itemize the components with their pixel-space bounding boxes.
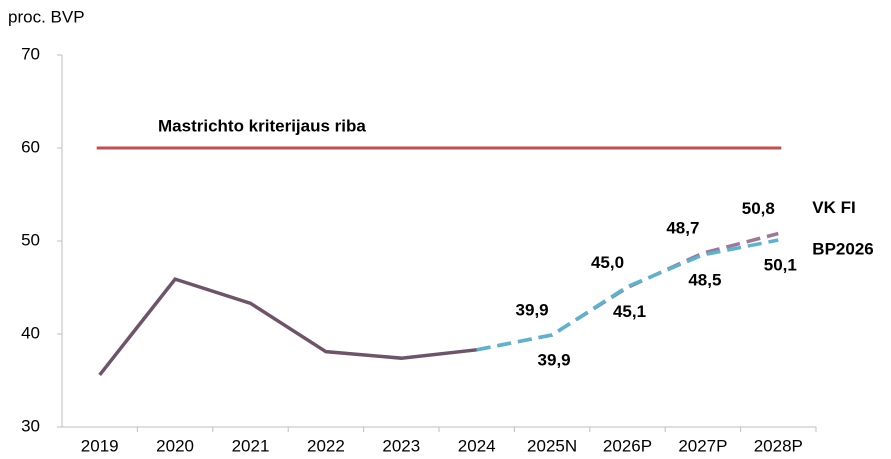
x-tick-label: 2026P — [603, 436, 652, 455]
y-tick-label: 40 — [21, 323, 40, 342]
series-line — [476, 238, 779, 352]
y-tick-label: 30 — [21, 416, 40, 435]
series-name: VK FI — [812, 198, 855, 217]
x-tick-label: 2019 — [81, 436, 119, 455]
data-label: 48,5 — [688, 270, 721, 289]
data-label: 50,8 — [742, 199, 775, 218]
x-tick-label: 2021 — [232, 436, 270, 455]
data-label: 48,7 — [666, 219, 699, 238]
y-tick-label: 60 — [21, 137, 40, 156]
x-tick-label: 2028P — [754, 436, 803, 455]
x-tick-label: 2022 — [307, 436, 345, 455]
x-tick-label: 2025N — [527, 436, 577, 455]
series-line — [98, 277, 477, 377]
x-tick-label: 2020 — [156, 436, 194, 455]
reference-label: Mastrichto kriterijaus riba — [158, 116, 366, 135]
data-label: 39,9 — [538, 350, 571, 369]
y-tick-label: 50 — [21, 230, 40, 249]
x-tick-label: 2023 — [382, 436, 420, 455]
x-tick-label: 2024 — [458, 436, 496, 455]
series-name: BP2026 — [812, 240, 873, 259]
y-tick-label: 70 — [21, 44, 40, 63]
data-label: 50,1 — [764, 256, 797, 275]
y-axis-label: proc. BVP — [8, 7, 85, 26]
data-label: 39,9 — [516, 300, 549, 319]
data-label: 45,1 — [613, 302, 646, 321]
series-line — [476, 231, 779, 352]
x-tick-label: 2027P — [678, 436, 727, 455]
data-label: 45,0 — [591, 253, 624, 272]
